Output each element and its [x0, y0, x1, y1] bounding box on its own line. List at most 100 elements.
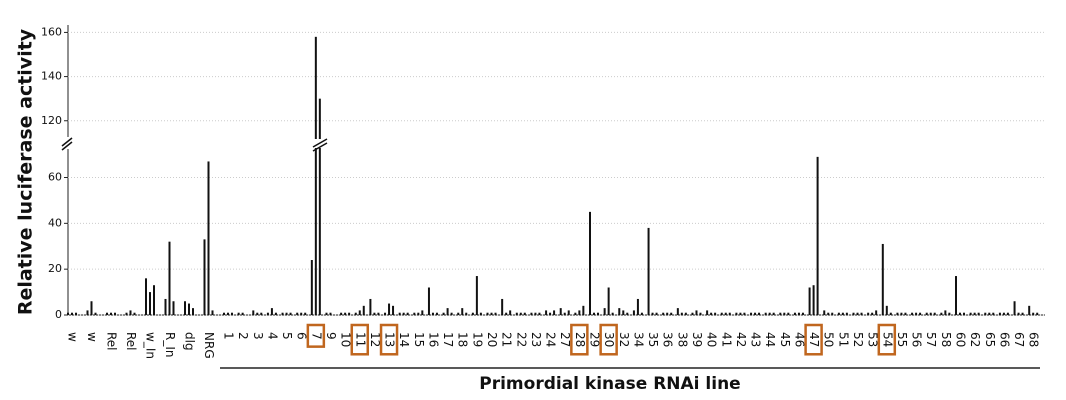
x-tick-label: 47	[807, 332, 821, 347]
x-tick-label: 38	[675, 332, 689, 347]
bar	[1006, 312, 1009, 315]
bar	[827, 312, 830, 315]
x-tick-label: 29	[588, 332, 602, 347]
bar	[875, 310, 878, 315]
highlight-box	[570, 323, 589, 356]
bar	[578, 310, 581, 315]
x-tick-label: 56	[910, 332, 924, 347]
bar-break	[312, 138, 328, 152]
bar	[710, 312, 713, 315]
bar	[377, 312, 380, 315]
bar	[369, 298, 372, 315]
bar	[1002, 312, 1005, 315]
bar	[188, 303, 190, 315]
bar	[1013, 301, 1016, 315]
x-tick-label: 4	[265, 332, 279, 340]
bar	[666, 312, 669, 315]
bar	[589, 211, 591, 315]
bar	[486, 312, 489, 315]
bar	[684, 312, 687, 315]
bar	[1032, 312, 1035, 315]
x-tick-label: 23	[529, 332, 543, 347]
x-tick-label: 52	[851, 332, 865, 347]
bar	[256, 312, 259, 315]
x-tick-label: w	[66, 332, 80, 342]
bar	[192, 308, 194, 315]
bar	[106, 312, 108, 315]
bar	[889, 312, 892, 315]
bar	[754, 312, 757, 315]
bar	[149, 292, 151, 315]
y-tick-label: 20	[48, 262, 62, 275]
bar	[632, 310, 635, 315]
bar	[442, 312, 445, 315]
bar	[559, 308, 562, 315]
x-tick-label: w_In	[144, 332, 158, 359]
x-tick-label: 54	[880, 332, 894, 347]
bar	[545, 310, 548, 315]
x-tick-label: 9	[324, 332, 338, 340]
x-axis-title: Primordial kinase RNAi line	[479, 374, 740, 394]
bar	[845, 312, 848, 315]
bar	[133, 312, 136, 315]
bar	[655, 312, 658, 315]
bar	[758, 312, 761, 315]
bar	[728, 312, 731, 315]
bar	[172, 301, 175, 315]
bar	[881, 243, 884, 315]
bar	[925, 312, 928, 315]
x-tick-label: 60	[954, 332, 968, 347]
bar	[597, 312, 599, 315]
bar	[237, 312, 240, 315]
bar	[344, 312, 347, 315]
bar	[519, 312, 522, 315]
bar	[911, 312, 914, 315]
x-tick-label: 57	[924, 332, 938, 347]
x-tick-label: 28	[573, 332, 587, 347]
x-tick-label: 68	[1027, 332, 1041, 347]
x-tick-label: 5	[280, 332, 294, 340]
bar	[900, 312, 903, 315]
bar	[90, 301, 93, 315]
x-tick-label: 21	[500, 332, 514, 347]
bar	[603, 308, 606, 315]
bar	[699, 312, 702, 315]
bar	[574, 312, 577, 315]
x-tick-label: 15	[412, 332, 426, 347]
x-tick-label: 41	[719, 332, 733, 347]
x-tick-label: 2	[236, 332, 250, 340]
bar	[325, 312, 328, 315]
bar	[475, 276, 478, 315]
bar	[593, 312, 595, 315]
bar	[959, 312, 961, 315]
highlight-box	[306, 323, 326, 348]
bar	[530, 312, 533, 315]
bar	[607, 287, 610, 315]
bar	[998, 312, 1001, 315]
x-tick-label: 3	[251, 332, 265, 340]
bar	[984, 312, 987, 315]
bar	[413, 312, 416, 315]
bar	[446, 308, 449, 315]
bar	[329, 312, 332, 315]
x-tick-label: 1	[222, 332, 236, 340]
bar	[992, 312, 995, 315]
bar	[509, 310, 512, 315]
x-tick-label: 30	[602, 332, 616, 347]
bar	[67, 312, 69, 315]
y-axis-title: Relative luciferase activity	[15, 28, 37, 315]
y-tick-label: 60	[48, 171, 62, 184]
x-tick-label: 17	[441, 332, 455, 347]
bar	[203, 239, 206, 315]
highlight-box	[379, 323, 399, 356]
bar	[223, 312, 225, 315]
bar	[1028, 305, 1031, 315]
x-tick-label: 24	[544, 332, 558, 347]
bar	[71, 312, 73, 315]
x-tick-label: 36	[661, 332, 675, 347]
bar	[969, 312, 972, 315]
bar	[1036, 312, 1039, 315]
x-tick-label: 50	[822, 332, 836, 347]
bar	[553, 310, 556, 315]
bar	[358, 310, 361, 315]
